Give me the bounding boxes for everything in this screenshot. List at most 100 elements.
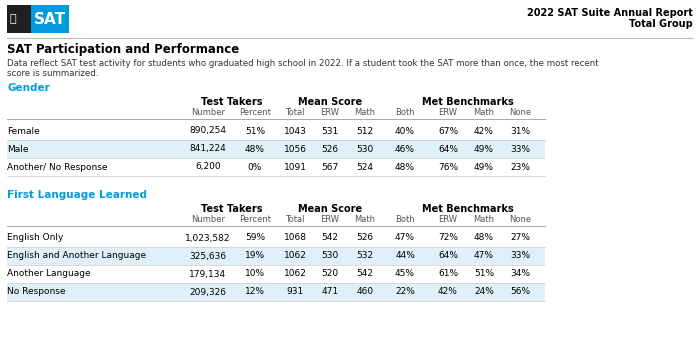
Text: 33%: 33% [510,144,530,153]
Text: No Response: No Response [7,288,66,296]
Text: ERW: ERW [438,109,458,118]
Text: 45%: 45% [395,270,415,279]
Text: Met Benchmarks: Met Benchmarks [421,204,513,214]
Text: 567: 567 [321,162,339,171]
Text: 61%: 61% [438,270,458,279]
Text: Data reflect SAT test activity for students who graduated high school in 2022. I: Data reflect SAT test activity for stude… [7,59,598,68]
Text: Both: Both [395,215,415,225]
Text: 23%: 23% [510,162,530,171]
Text: 56%: 56% [510,288,530,296]
Text: Math: Math [354,215,375,225]
Text: 48%: 48% [245,144,265,153]
Text: Test Takers: Test Takers [201,97,262,107]
Text: Percent: Percent [239,215,271,225]
Text: 1,023,582: 1,023,582 [186,234,231,243]
Text: 47%: 47% [474,252,494,261]
Text: Number: Number [191,215,225,225]
Text: Another Language: Another Language [7,270,90,279]
Text: Total: Total [286,109,304,118]
Text: 22%: 22% [395,288,415,296]
Text: score is summarized.: score is summarized. [7,69,99,78]
Text: Test Takers: Test Takers [201,204,262,214]
Text: Number: Number [191,109,225,118]
Text: 40%: 40% [395,127,415,135]
Text: ERW: ERW [438,215,458,225]
Text: 471: 471 [321,288,339,296]
Text: 1091: 1091 [284,162,307,171]
Text: First Language Learned: First Language Learned [7,190,147,200]
Text: ERW: ERW [321,109,340,118]
Text: 48%: 48% [474,234,494,243]
Text: 890,254: 890,254 [190,127,227,135]
Text: 524: 524 [356,162,374,171]
Text: None: None [509,109,531,118]
Text: SAT Participation and Performance: SAT Participation and Performance [7,43,239,57]
Text: 931: 931 [286,288,304,296]
Text: 1068: 1068 [284,234,307,243]
Text: 34%: 34% [510,270,530,279]
Text: 48%: 48% [395,162,415,171]
Text: 51%: 51% [474,270,494,279]
Text: ®: ® [68,8,74,12]
Text: 1056: 1056 [284,144,307,153]
Text: 460: 460 [356,288,374,296]
Text: 64%: 64% [438,144,458,153]
Text: 531: 531 [321,127,339,135]
Text: 10%: 10% [245,270,265,279]
Text: 0%: 0% [248,162,262,171]
Text: 19%: 19% [245,252,265,261]
Text: English Only: English Only [7,234,64,243]
Text: 1062: 1062 [284,252,307,261]
Text: 67%: 67% [438,127,458,135]
Text: Percent: Percent [239,109,271,118]
Text: 31%: 31% [510,127,530,135]
Text: 209,326: 209,326 [190,288,227,296]
Text: 76%: 76% [438,162,458,171]
Text: 49%: 49% [474,144,494,153]
Text: Gender: Gender [7,83,50,93]
Text: Total: Total [286,215,304,225]
Text: 179,134: 179,134 [190,270,227,279]
Text: 51%: 51% [245,127,265,135]
Text: 42%: 42% [474,127,494,135]
Text: Mean Score: Mean Score [298,97,362,107]
Text: 532: 532 [356,252,374,261]
Text: 841,224: 841,224 [190,144,226,153]
Text: 526: 526 [356,234,374,243]
Text: Math: Math [473,109,494,118]
Text: 530: 530 [356,144,374,153]
Text: Mean Score: Mean Score [298,204,362,214]
Text: None: None [509,215,531,225]
Text: English and Another Language: English and Another Language [7,252,146,261]
Text: 49%: 49% [474,162,494,171]
Text: 325,636: 325,636 [190,252,227,261]
Text: 1062: 1062 [284,270,307,279]
Text: 542: 542 [321,234,339,243]
Text: Male: Male [7,144,29,153]
Text: 72%: 72% [438,234,458,243]
Text: 6,200: 6,200 [195,162,220,171]
Text: 59%: 59% [245,234,265,243]
Text: Female: Female [7,127,40,135]
Text: 2022 SAT Suite Annual Report: 2022 SAT Suite Annual Report [527,8,693,18]
Text: 47%: 47% [395,234,415,243]
Text: 542: 542 [356,270,374,279]
Text: Math: Math [354,109,375,118]
Text: ERW: ERW [321,215,340,225]
Text: 12%: 12% [245,288,265,296]
Text: Math: Math [473,215,494,225]
Text: 512: 512 [356,127,374,135]
Text: Another/ No Response: Another/ No Response [7,162,108,171]
Text: 42%: 42% [438,288,458,296]
Text: 44%: 44% [395,252,415,261]
Text: 520: 520 [321,270,339,279]
Text: Total Group: Total Group [629,19,693,29]
Text: SAT: SAT [34,11,66,26]
Text: 46%: 46% [395,144,415,153]
Text: 64%: 64% [438,252,458,261]
Text: 530: 530 [321,252,339,261]
Text: 1043: 1043 [284,127,307,135]
Text: Met Benchmarks: Met Benchmarks [421,97,513,107]
Text: 526: 526 [321,144,339,153]
Text: Both: Both [395,109,415,118]
